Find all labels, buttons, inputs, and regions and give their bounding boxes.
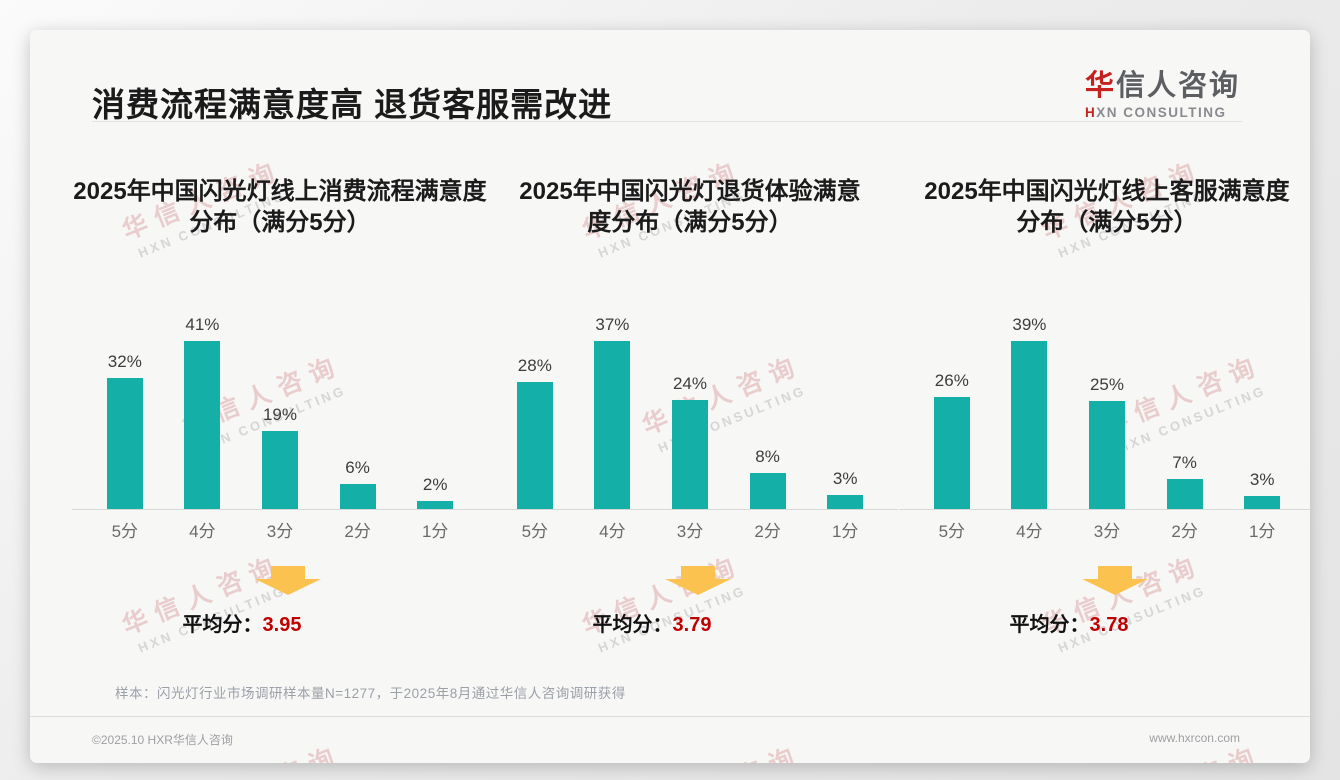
bar <box>933 397 970 509</box>
bar-slot: 39% 4分 <box>991 270 1069 550</box>
category-label: 3分 <box>266 522 294 541</box>
logo-chinese-name: 华信人咨询 <box>1084 70 1240 102</box>
bar-slot: 41% 4分 <box>164 270 242 550</box>
category-label: 1分 <box>421 522 449 541</box>
bar-slot: 3% 1分 <box>1223 270 1301 550</box>
bar-slot: 24% 3分 <box>651 270 729 550</box>
category-label: 1分 <box>831 522 859 541</box>
average-score: 平均分：3.79 <box>592 614 712 636</box>
bar <box>1244 496 1281 509</box>
page-title: 消费流程满意度高 退货客服需改进 <box>92 86 613 123</box>
bar <box>261 431 298 509</box>
down-arrow-icon <box>1082 566 1148 595</box>
bar <box>749 473 786 509</box>
bar <box>827 495 864 509</box>
bar-slot: 7% 2分 <box>1146 270 1224 550</box>
bar <box>671 400 708 509</box>
category-label: 2分 <box>754 522 781 541</box>
plot-area: 26% 5分 39% 4分 25% 3分 7% 2分 3% 1分 <box>899 270 1310 550</box>
bar <box>106 378 143 509</box>
bar-value-label: 28% <box>517 356 552 375</box>
website-url: www.hxrcon.com <box>1149 731 1240 745</box>
bar-slot: 26% 5分 <box>913 270 991 550</box>
bar-slot: 2% 1分 <box>396 270 474 550</box>
chart-return-experience: 2025年中国闪光灯退货体验满意度分布（满分5分） 28% 5分 37% 4分 24% 3… <box>482 170 898 670</box>
bar-value-label: 32% <box>107 352 142 371</box>
footer-divider <box>30 716 1310 717</box>
bar <box>594 341 631 509</box>
bar-slot: 25% 3分 <box>1068 270 1146 550</box>
bar-slot: 37% 4分 <box>574 270 652 550</box>
plot-area: 28% 5分 37% 4分 24% 3分 8% 2分 3% 1分 <box>482 270 898 550</box>
x-axis-line <box>899 509 1310 510</box>
bar-value-label: 7% <box>1172 453 1197 472</box>
chart-title: 2025年中国闪光灯线上消费流程满意度分布（满分5分） <box>73 178 487 236</box>
bar <box>516 382 553 509</box>
copyright-text: ©2025.10 HXR华信人咨询 <box>92 733 233 747</box>
sample-footnote: 样本：闪光灯行业市场调研样本量N=1277，于2025年8月通过华信人咨询调研获… <box>115 686 626 701</box>
bar <box>1011 341 1048 509</box>
bar-slot: 3% 1分 <box>806 270 884 550</box>
bar-value-label: 26% <box>934 371 969 390</box>
bar <box>1088 401 1125 509</box>
bar-slot: 32% 5分 <box>86 270 164 550</box>
chart-title: 2025年中国闪光灯线上客服满意度分布（满分5分） <box>924 178 1290 236</box>
down-arrow-icon <box>255 566 321 595</box>
bar <box>339 484 376 509</box>
logo-english-name: HXN CONSULTING <box>1084 105 1227 120</box>
bar <box>184 341 221 509</box>
company-logo: 华信人咨询 HXN CONSULTING <box>1085 62 1240 120</box>
bar-slot: 19% 3分 <box>241 270 319 550</box>
bar-value-label: 3% <box>1249 470 1275 489</box>
bar <box>417 501 454 509</box>
bar-value-label: 8% <box>755 447 780 466</box>
chart-consumer-process: 2025年中国闪光灯线上消费流程满意度分布（满分5分） 32% 5分 41% 4分 19… <box>72 170 488 670</box>
x-axis-line <box>482 509 898 510</box>
category-label: 2分 <box>344 522 371 541</box>
category-label: 3分 <box>1093 522 1121 541</box>
report-card: 华信人咨询 HXN CONSULTING 华信人咨询 HXN CONSULTING 华信… <box>30 30 1310 763</box>
bar-value-label: 3% <box>832 469 858 488</box>
bar-value-label: 41% <box>185 315 220 334</box>
x-axis-line <box>72 509 488 510</box>
category-label: 2分 <box>1171 522 1198 541</box>
down-arrow-icon <box>665 566 731 595</box>
category-label: 4分 <box>599 522 626 541</box>
footer: ©2025.10 HXR华信人咨询 www.hxrcon.com <box>92 731 1240 748</box>
bar <box>1166 479 1203 509</box>
bar-slot: 28% 5分 <box>496 270 574 550</box>
bar-slot: 6% 2分 <box>319 270 397 550</box>
average-score: 平均分：3.78 <box>1009 614 1129 636</box>
bar-value-label: 39% <box>1012 315 1047 334</box>
category-label: 4分 <box>1016 522 1043 541</box>
bar-slot: 8% 2分 <box>729 270 807 550</box>
plot-area: 32% 5分 41% 4分 19% 3分 6% 2分 2% 1分 <box>72 270 488 550</box>
bar-value-label: 37% <box>595 315 630 334</box>
bar-value-label: 6% <box>345 458 370 477</box>
category-label: 3分 <box>676 522 704 541</box>
chart-customer-service: 2025年中国闪光灯线上客服满意度分布（满分5分） 26% 5分 39% 4分 25% 3… <box>899 170 1310 670</box>
chart-title: 2025年中国闪光灯退货体验满意度分布（满分5分） <box>519 178 861 236</box>
average-score: 平均分：3.95 <box>182 614 302 636</box>
bar-value-label: 19% <box>262 405 297 424</box>
category-label: 5分 <box>521 522 549 541</box>
title-divider <box>92 121 1242 122</box>
category-label: 5分 <box>111 522 139 541</box>
category-label: 4分 <box>189 522 216 541</box>
bar-value-label: 24% <box>672 374 707 393</box>
bar-value-label: 2% <box>422 475 448 494</box>
category-label: 5分 <box>938 522 966 541</box>
bar-value-label: 25% <box>1089 375 1124 394</box>
category-label: 1分 <box>1248 522 1276 541</box>
